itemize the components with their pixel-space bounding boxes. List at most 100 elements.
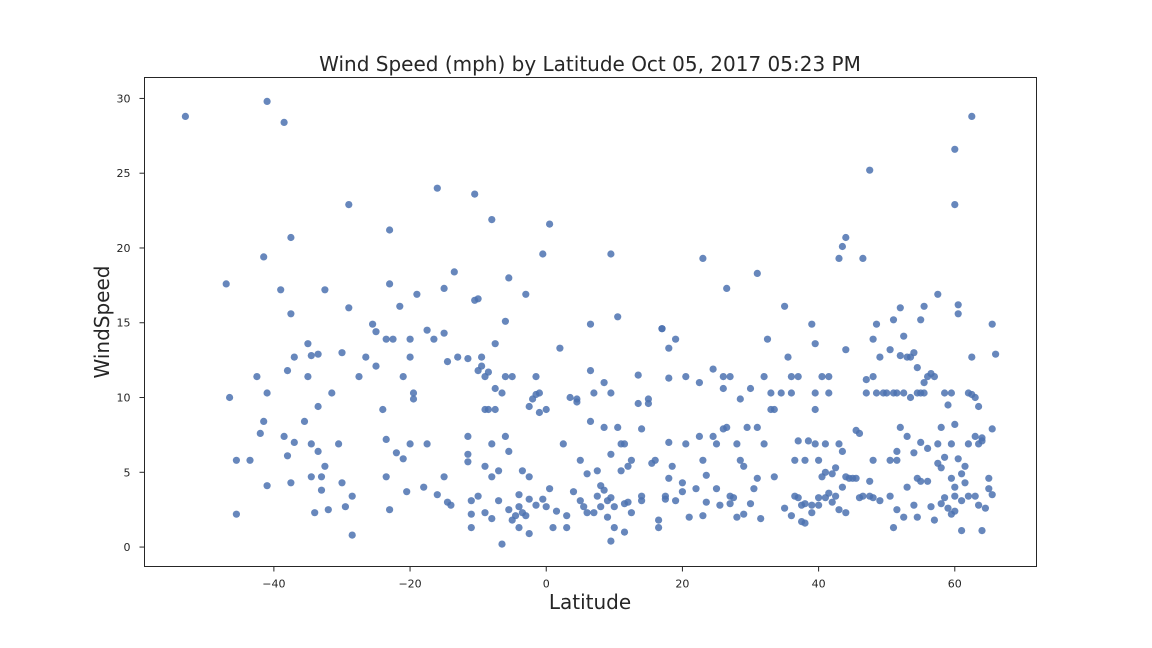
- data-point: [964, 440, 973, 448]
- y-tick-label: 25: [117, 167, 131, 180]
- data-point: [440, 329, 448, 337]
- data-point: [627, 509, 636, 517]
- y-tick-label: 30: [117, 92, 131, 105]
- data-point: [328, 389, 336, 397]
- data-point: [971, 492, 979, 500]
- data-point: [658, 325, 666, 333]
- data-point: [379, 405, 387, 414]
- data-point: [886, 492, 894, 500]
- data-point: [488, 216, 496, 224]
- data-point: [787, 512, 796, 520]
- data-point: [634, 371, 642, 379]
- data-point: [488, 473, 496, 481]
- data-point: [930, 516, 939, 524]
- data-point: [498, 389, 506, 397]
- data-point: [828, 498, 836, 506]
- data-point: [876, 497, 884, 505]
- data-point: [668, 462, 676, 470]
- data-point: [382, 473, 390, 481]
- data-point: [287, 233, 295, 242]
- data-point: [678, 488, 687, 496]
- data-point: [563, 524, 571, 532]
- data-point: [283, 367, 292, 375]
- data-point: [961, 479, 969, 487]
- data-point: [226, 393, 234, 402]
- data-point: [712, 440, 721, 448]
- data-point: [440, 284, 448, 292]
- data-point: [307, 440, 315, 448]
- y-tick-label: 5: [124, 466, 131, 479]
- data-point: [988, 425, 996, 433]
- data-point: [801, 456, 809, 464]
- data-point: [665, 438, 673, 446]
- data-point: [753, 269, 761, 277]
- data-point: [777, 389, 785, 397]
- data-point: [559, 440, 567, 448]
- data-point: [420, 483, 428, 491]
- data-point: [723, 284, 731, 292]
- data-point: [406, 335, 414, 343]
- x-tick-label: 60: [948, 578, 962, 591]
- data-point: [583, 470, 591, 478]
- data-point: [740, 462, 748, 470]
- data-point: [396, 302, 404, 310]
- data-point: [488, 515, 496, 523]
- data-point: [934, 440, 942, 448]
- data-point: [481, 462, 489, 470]
- data-point: [869, 494, 877, 502]
- data-point: [495, 467, 503, 475]
- data-point: [971, 393, 979, 402]
- data-point: [736, 456, 744, 464]
- data-point: [954, 310, 962, 318]
- data-point: [988, 491, 996, 499]
- data-point: [825, 373, 833, 381]
- data-point: [985, 485, 993, 493]
- data-point: [726, 500, 734, 508]
- data-point: [821, 468, 830, 476]
- data-point: [304, 373, 312, 381]
- data-point: [746, 500, 755, 508]
- data-point: [307, 473, 315, 481]
- data-point: [382, 335, 390, 343]
- data-point: [317, 473, 326, 481]
- data-point: [964, 492, 973, 500]
- data-point: [763, 335, 772, 343]
- data-point: [760, 440, 768, 448]
- data-point: [372, 362, 380, 370]
- data-point: [893, 506, 901, 514]
- data-point: [910, 449, 918, 457]
- data-point: [341, 503, 349, 511]
- data-point: [335, 440, 343, 448]
- data-point: [937, 500, 945, 508]
- data-point: [467, 497, 475, 505]
- data-point: [981, 504, 990, 512]
- data-point: [246, 456, 254, 464]
- data-point: [859, 492, 867, 500]
- data-point: [311, 509, 319, 517]
- data-point: [546, 220, 554, 228]
- data-points: [181, 97, 1000, 548]
- data-point: [467, 524, 475, 532]
- data-point: [478, 353, 486, 361]
- data-point: [947, 474, 956, 482]
- data-point: [338, 479, 346, 487]
- data-point: [665, 344, 673, 352]
- data-point: [828, 470, 836, 478]
- data-point: [287, 310, 295, 318]
- data-point: [522, 512, 530, 520]
- data-point: [808, 501, 816, 509]
- data-point: [757, 515, 765, 523]
- data-point: [917, 316, 925, 324]
- data-point: [672, 335, 680, 343]
- data-point: [362, 353, 370, 361]
- data-point: [440, 473, 448, 481]
- data-point: [614, 423, 622, 431]
- data-point: [900, 389, 908, 397]
- data-point: [869, 335, 877, 343]
- data-point: [767, 389, 775, 397]
- data-point: [338, 349, 346, 357]
- data-point: [893, 389, 901, 397]
- data-point: [941, 453, 949, 461]
- data-point: [866, 477, 874, 485]
- data-point: [900, 513, 908, 521]
